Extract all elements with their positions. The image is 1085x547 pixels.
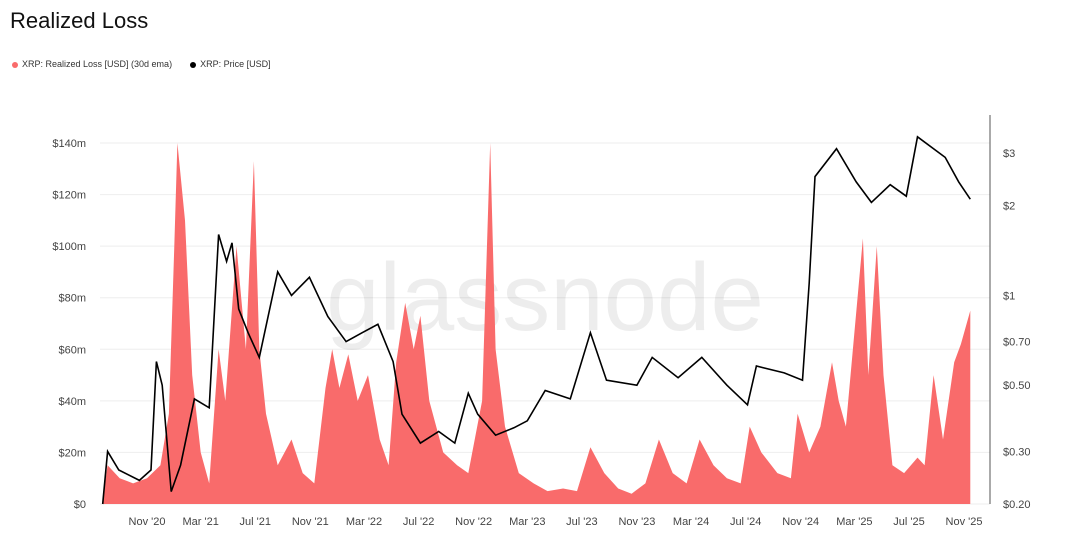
y-left-tick-label: $40m [58,396,86,408]
legend-dot-icon [12,61,18,68]
x-tick-label: Nov '25 [946,516,983,528]
x-tick-label: Nov '24 [782,516,819,528]
y-right-tick-label: $2 [1003,201,1015,213]
y-left-tick-label: $120m [52,190,86,202]
y-right-tick-label: $3 [1003,148,1015,160]
legend-dot-icon [190,61,197,68]
legend-item-realized-loss[interactable]: XRP: Realized Loss [USD] (30d ema) [12,59,172,69]
y-left-tick-label: $80m [58,293,86,305]
y-left-tick-label: $20m [58,447,86,459]
x-tick-label: Nov '23 [618,516,655,528]
x-tick-label: Mar '24 [673,516,709,528]
x-tick-label: Jul '22 [403,516,434,528]
y-left-tick-label: $140m [52,138,86,150]
legend-label: XRP: Price [USD] [200,59,271,69]
x-tick-label: Nov '22 [455,516,492,528]
x-tick-label: Nov '20 [129,516,166,528]
y-right-tick-label: $1 [1003,290,1015,302]
y-right-tick-label: $0.20 [1003,499,1031,511]
legend-item-price[interactable]: XRP: Price [USD] [190,59,271,69]
x-tick-label: Jul '21 [240,516,271,528]
x-tick-label: Nov '21 [292,516,329,528]
page-title: Realized Loss [10,8,149,33]
y-right-tick-label: $0.30 [1003,446,1031,458]
x-tick-label: Mar '21 [183,516,219,528]
price-line [101,135,971,505]
y-right-tick-label: $0.50 [1003,380,1031,392]
legend: XRP: Realized Loss [USD] (30d ema) XRP: … [12,59,271,69]
y-left-tick-label: $100m [52,241,86,253]
x-tick-label: Jul '23 [566,516,597,528]
watermark-logo: glassnode [326,244,764,351]
realized-loss-area [102,143,971,504]
x-tick-label: Jul '25 [893,516,924,528]
x-tick-label: Jul '24 [730,516,761,528]
x-tick-label: Mar '23 [509,516,545,528]
y-left-tick-label: $60m [58,344,86,356]
y-left-tick-label: $0 [74,499,86,511]
y-right-tick-label: $0.70 [1003,337,1031,349]
legend-label: XRP: Realized Loss [USD] (30d ema) [22,59,173,69]
x-tick-label: Mar '25 [836,516,872,528]
x-tick-label: Mar '22 [346,516,382,528]
